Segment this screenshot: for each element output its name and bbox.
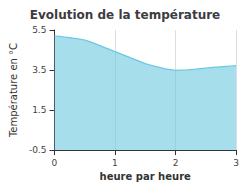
svg-text:1.5: 1.5	[32, 105, 46, 115]
svg-text:Température en °C: Température en °C	[8, 43, 19, 138]
svg-text:3: 3	[233, 158, 239, 168]
svg-text:heure par heure: heure par heure	[100, 171, 191, 182]
svg-text:3.5: 3.5	[32, 65, 46, 75]
svg-text:5.5: 5.5	[32, 25, 46, 35]
svg-text:2: 2	[173, 158, 179, 168]
svg-text:-0.5: -0.5	[29, 145, 47, 155]
svg-text:0: 0	[52, 158, 58, 168]
svg-text:Evolution de la température: Evolution de la température	[30, 8, 221, 22]
svg-text:1: 1	[112, 158, 118, 168]
